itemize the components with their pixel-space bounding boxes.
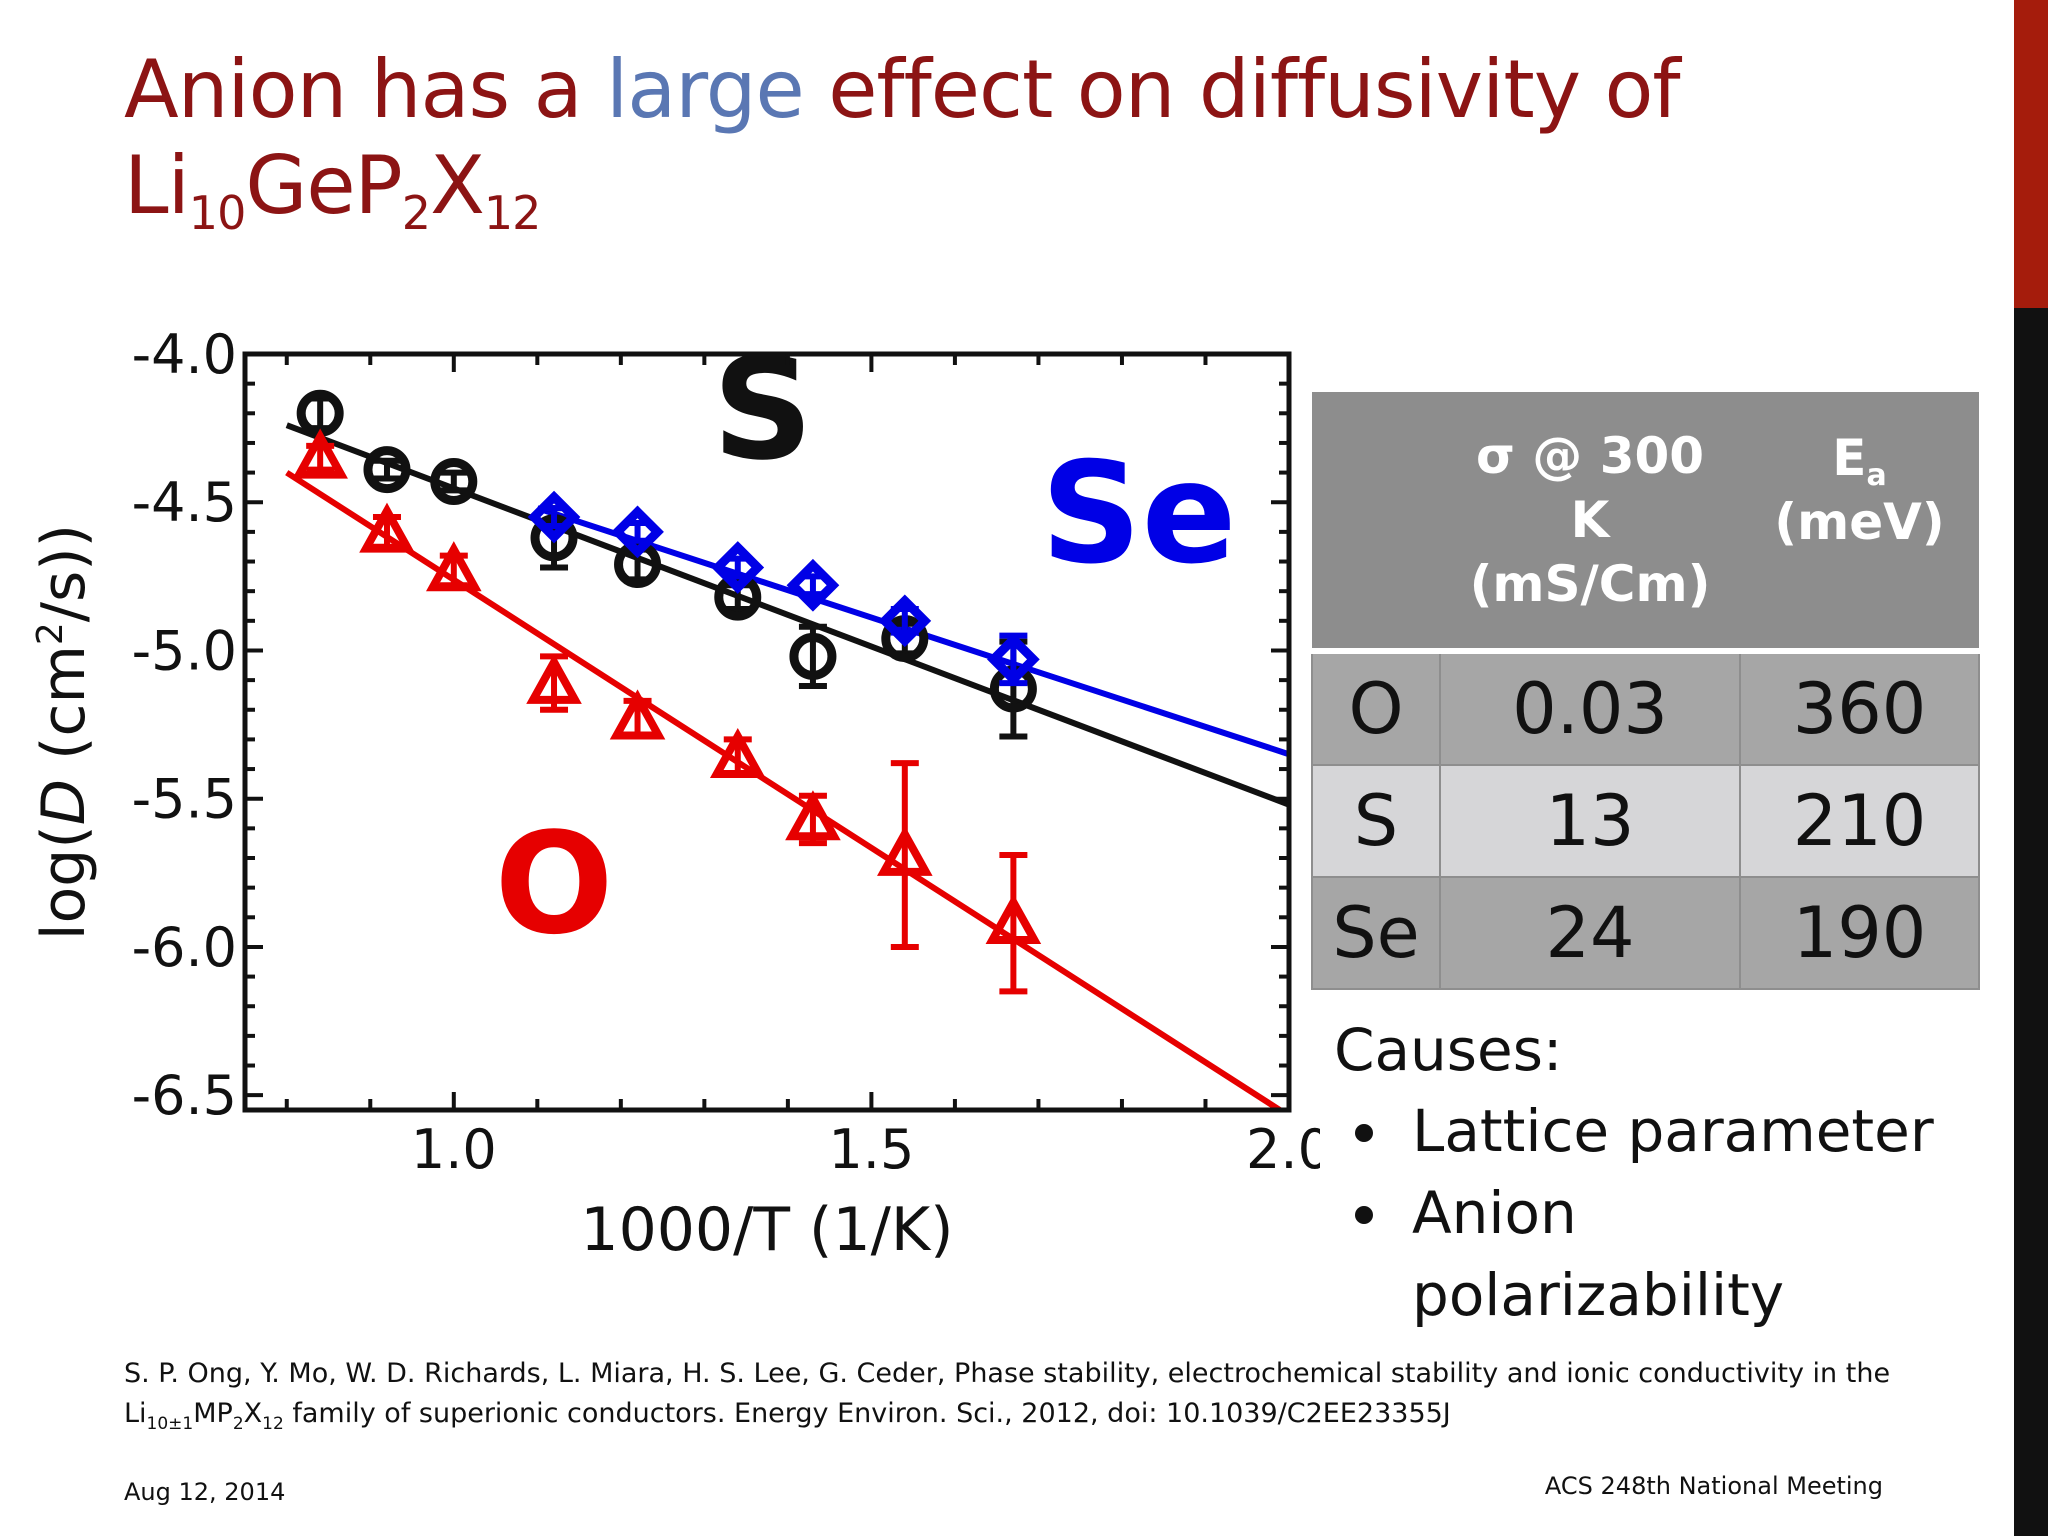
reference-line-2: Li10±1MP2X12 family of superionic conduc… (124, 1394, 1904, 1434)
series-o (292, 428, 1042, 995)
y-axis-title-post: /s)) (29, 524, 99, 622)
formula-li: Li (124, 139, 190, 232)
y-axis-title: log(D (cm2/s)) (29, 524, 99, 940)
table-header-row: σ @ 300 K (mS/Cm) Ea (meV) (1312, 392, 1979, 654)
series-label-o: O (495, 803, 614, 966)
axis-ticks (245, 352, 1291, 1110)
footer-meeting: ACS 248th National Meeting (1544, 1472, 1883, 1500)
cell-anion: S (1311, 764, 1441, 878)
ref-formula-li: Li (124, 1398, 147, 1429)
data-point (711, 541, 765, 594)
data-point (526, 653, 582, 704)
formula-x: X (430, 139, 485, 232)
cell-ea: 190 (1739, 876, 1980, 990)
y-tick-label: -4.0 (132, 323, 237, 386)
header-ea-sub: a (1866, 458, 1887, 493)
cell-anion: O (1311, 650, 1441, 766)
slide-title: Anion has a large effect on diffusivity … (124, 42, 1874, 236)
table-row: Se 24 190 (1311, 876, 1980, 990)
data-point (786, 558, 840, 612)
header-empty (1312, 392, 1440, 654)
data-point (877, 825, 933, 876)
title-part2: effect on diffusivity of (803, 43, 1680, 136)
header-ea-main: E (1832, 429, 1867, 487)
ref-formula-x: X (243, 1398, 263, 1429)
data-point (430, 457, 478, 505)
series-se (527, 490, 1040, 687)
y-tick-label: -6.0 (132, 916, 237, 979)
header-ea-unit: (meV) (1774, 493, 1945, 551)
cell-ea: 210 (1739, 764, 1980, 878)
data-point (609, 689, 666, 740)
y-tick-label: -5.5 (132, 768, 237, 831)
reference-citation: S. P. Ong, Y. Mo, W. D. Richards, L. Mia… (124, 1354, 1904, 1434)
title-part1: Anion has a (124, 43, 607, 136)
header-sigma-line1: σ @ 300 (1475, 427, 1705, 485)
cell-sigma: 0.03 (1439, 650, 1741, 766)
series-label-se: Se (1041, 433, 1237, 596)
accent-bar-black (2014, 308, 2048, 1536)
header-sigma-line2: K (1570, 491, 1610, 549)
series-s (296, 389, 1037, 740)
y-axis-title-sup: 2 (30, 622, 71, 645)
data-point (614, 540, 662, 588)
plot-frame (242, 351, 1292, 1113)
list-item: Anion polarizability (1398, 1172, 1954, 1336)
header-ea: Ea (meV) (1740, 392, 1979, 654)
ref-formula-li-sub: 10±1 (146, 1414, 194, 1434)
y-tick-label: -6.5 (132, 1064, 237, 1127)
data-point (987, 633, 1040, 686)
data-point (527, 490, 581, 544)
data-point (878, 594, 932, 648)
accent-bar-red (2014, 0, 2048, 308)
formula-x-sub: 12 (483, 186, 542, 240)
ref-formula-mp: MP (193, 1398, 233, 1429)
table-row: O 0.03 360 (1311, 650, 1980, 766)
ref-formula-p-sub: 2 (232, 1414, 244, 1434)
cell-anion: Se (1311, 876, 1441, 990)
y-axis-title-mid: (cm (29, 645, 99, 779)
properties-table: σ @ 300 K (mS/Cm) Ea (meV) O 0.03 360 S … (1311, 392, 1980, 990)
data-point (426, 541, 482, 592)
formula-gep: GeP (245, 139, 402, 232)
y-axis-title-italic: D (29, 779, 99, 825)
ref-formula-x-sub: 12 (262, 1414, 284, 1434)
formula-li-sub: 10 (188, 186, 247, 240)
x-tick-label: 1.0 (411, 1118, 497, 1181)
ref-line2-rest: family of superionic conductors. Energy … (283, 1398, 1451, 1429)
cell-sigma: 24 (1439, 876, 1741, 990)
footer-date: Aug 12, 2014 (124, 1478, 286, 1506)
header-sigma-line3: (mS/Cm) (1469, 555, 1711, 613)
data-point (709, 727, 766, 778)
data-point (359, 502, 415, 553)
y-tick-label: -5.0 (132, 619, 237, 682)
table-row: S 13 210 (1311, 764, 1980, 878)
data-point (292, 428, 348, 479)
x-tick-label: 2.0 (1246, 1118, 1320, 1181)
cell-ea: 360 (1739, 650, 1980, 766)
x-tick-label: 1.5 (828, 1118, 914, 1181)
title-line-1: Anion has a large effect on diffusivity … (124, 42, 1874, 138)
causes-list: Lattice parameter Anion polarizability (1334, 1090, 1954, 1336)
data-point (363, 446, 411, 494)
data-point (985, 893, 1042, 945)
y-tick-label: -4.5 (132, 471, 237, 534)
cell-sigma: 13 (1439, 764, 1741, 878)
title-formula: Li10GeP2X12 (124, 138, 1874, 236)
reference-line-1: S. P. Ong, Y. Mo, W. D. Richards, L. Mia… (124, 1358, 1891, 1389)
causes-heading: Causes: (1334, 1016, 1563, 1084)
data-point (611, 505, 664, 559)
y-axis-title-pre: log( (29, 825, 99, 940)
list-item: Lattice parameter (1398, 1090, 1954, 1172)
tick-labels: 1.0 1.5 2.0 -4.0 -4.5 -5.0 -5.5 -6.0 -6.5 (132, 323, 1320, 1181)
data-point (789, 632, 837, 680)
causes-block: Causes: Lattice parameter Anion polariza… (1334, 1010, 1954, 1336)
data-point (785, 790, 841, 841)
formula-p-sub: 2 (401, 186, 431, 240)
header-sigma: σ @ 300 K (mS/Cm) (1440, 392, 1740, 654)
x-axis-title: 1000/T (1/K) (580, 1195, 953, 1265)
title-highlight: large (606, 43, 805, 136)
